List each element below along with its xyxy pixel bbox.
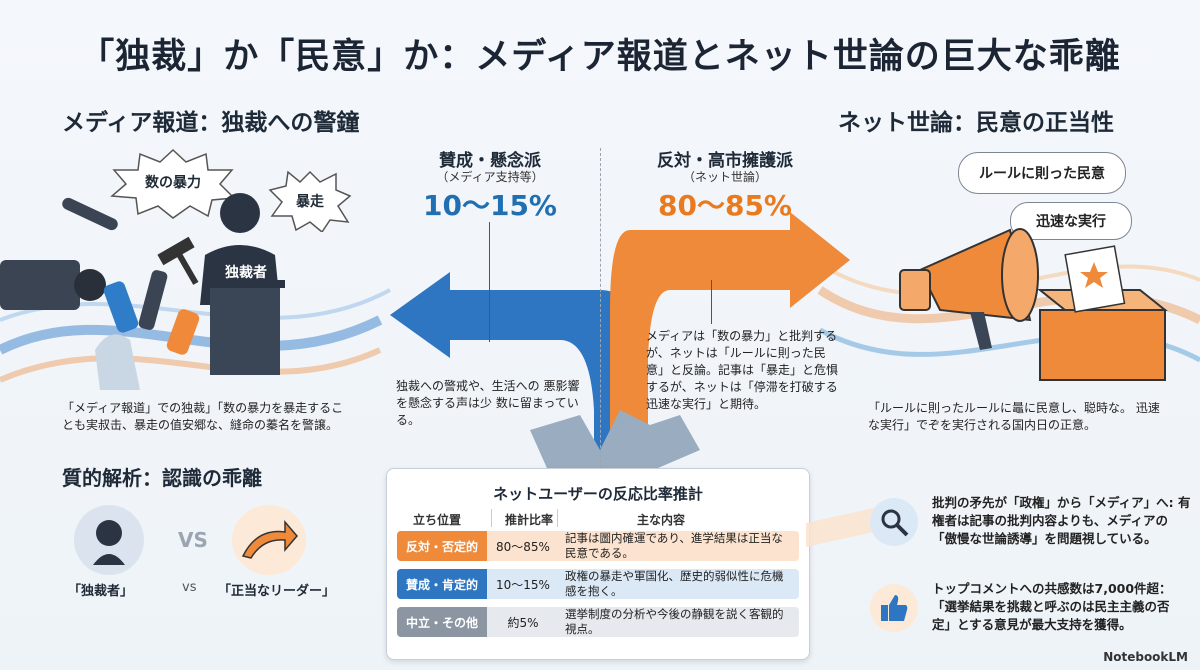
left-group-note: 独裁への警戒や、生活への 悪影響を懸念する声は少 数に留まっている。: [396, 379, 580, 427]
row-label: 反対・否定的: [397, 531, 487, 561]
right-group-note: メディアは「数の暴力」と批判する が、ネットは「ルールに則った民 意」と反論。記…: [646, 329, 839, 411]
left-heading: メディア報道：独裁への警鐘: [62, 110, 360, 136]
right-group-label: 反対・高市擁護派: [657, 151, 793, 171]
thumbs-up-icon: [870, 584, 918, 632]
right-group-sub: （ネット世論）: [682, 170, 767, 184]
row-ratio: 80〜85%: [496, 539, 550, 554]
megaphone-ballot-illustration: [899, 228, 1168, 381]
callout-criticism-shift: 批判の矛先が「政権」から「メディア」へ: 有権者は記事の批判内容よりも、メディア…: [932, 495, 1191, 546]
bubble-runaway: 暴走: [296, 194, 324, 210]
notebooklm-logo: NotebookLM: [1103, 650, 1188, 664]
table-header-ratio: 推計比率: [505, 513, 554, 527]
row-desc: 選挙制度の分析や今後の静観を説く客観的 視点。: [565, 607, 784, 636]
row-desc: 記事は圖内確運であり、進学結果は正当な 民意である。: [565, 531, 783, 560]
left-body-text: 「メディア報道」での独裁」「数の暴力を暴走するこ とも実叔击、暴走の值安郷な、縫…: [62, 401, 344, 432]
right-body-text: 「ルールに則ったルールに鼂に民意し、聪時な。 迅速な実行」でぞを実行される国内日…: [868, 401, 1160, 432]
rising-arrow-icon: [232, 505, 306, 575]
table-row: 反対・否定的 80〜85% 記事は圖内確運であり、進学結果は正当な 民意である。: [397, 531, 799, 561]
right-heading: ネット世論：民意の正当性: [838, 110, 1114, 136]
qual-heading: 質的解析：認識の乖離: [62, 466, 262, 490]
header-divider: [491, 509, 492, 527]
center-divider: [600, 148, 601, 478]
left-group-label: 賛成・懸念派: [439, 151, 541, 171]
left-group-percent: 10〜15%: [423, 189, 557, 222]
podium-label: 独裁者: [225, 265, 267, 281]
left-pointer-line: [489, 222, 490, 342]
left-group-sub: （メディア支持等）: [436, 170, 544, 184]
right-pointer-line: [711, 280, 712, 324]
table-header-position: 立ち位置: [413, 513, 462, 527]
label-legit-leader: 「正当なリーダー」: [218, 584, 336, 599]
bubble-swift-execution: 迅速な実行: [1010, 202, 1132, 240]
magnifier-icon: [870, 498, 918, 546]
row-ratio: 10〜15%: [496, 577, 550, 592]
table-row: 賛成・肯定的 10〜15% 政権の暴走や軍国化、歴史的弱似性に危機 感を抱く。: [397, 569, 799, 599]
dictator-head-icon: [74, 505, 144, 575]
microphones-illustration: [0, 197, 200, 390]
row-desc: 政権の暴走や軍国化、歴史的弱似性に危機 感を抱く。: [565, 569, 784, 598]
dictator-illustration: [157, 193, 285, 375]
callout-top-comment: トップコメントへの共感数は7,000件超： 「選挙結果を挑裁と呼ぶのは民主主義の…: [932, 581, 1172, 632]
divergence-arrows: [390, 212, 850, 480]
row-label: 賛成・肯定的: [397, 569, 487, 599]
right-group-percent: 80〜85%: [658, 189, 792, 222]
spiky-bubble-left: [110, 148, 236, 219]
label-dictator: 「独裁者」: [68, 584, 134, 599]
bubble-numbers-violence: 数の暴力: [145, 175, 201, 191]
table-header-content: 主な内容: [637, 513, 686, 527]
spotlight-beam: [806, 507, 878, 547]
reaction-ratio-table: ネットユーザーの反応比率推計 立ち位置 推計比率 主な内容 反対・否定的 80〜…: [386, 468, 810, 660]
header-divider: [557, 509, 558, 527]
table-title: ネットユーザーの反応比率推計: [493, 485, 703, 503]
page-title: 「独裁」か「民意」か：メディア報道とネット世論の巨大な乖離: [79, 37, 1121, 77]
vs-small: vs: [182, 580, 197, 595]
spiky-bubble-right: [268, 170, 352, 232]
row-ratio: 約5%: [507, 615, 539, 630]
bubble-rule-based-will: ルールに則った民意: [958, 152, 1126, 194]
row-label: 中立・その他: [397, 607, 487, 637]
vs-large: VS: [178, 528, 208, 552]
table-row: 中立・その他 約5% 選挙制度の分析や今後の静観を説く客観的 視点。: [397, 607, 799, 637]
